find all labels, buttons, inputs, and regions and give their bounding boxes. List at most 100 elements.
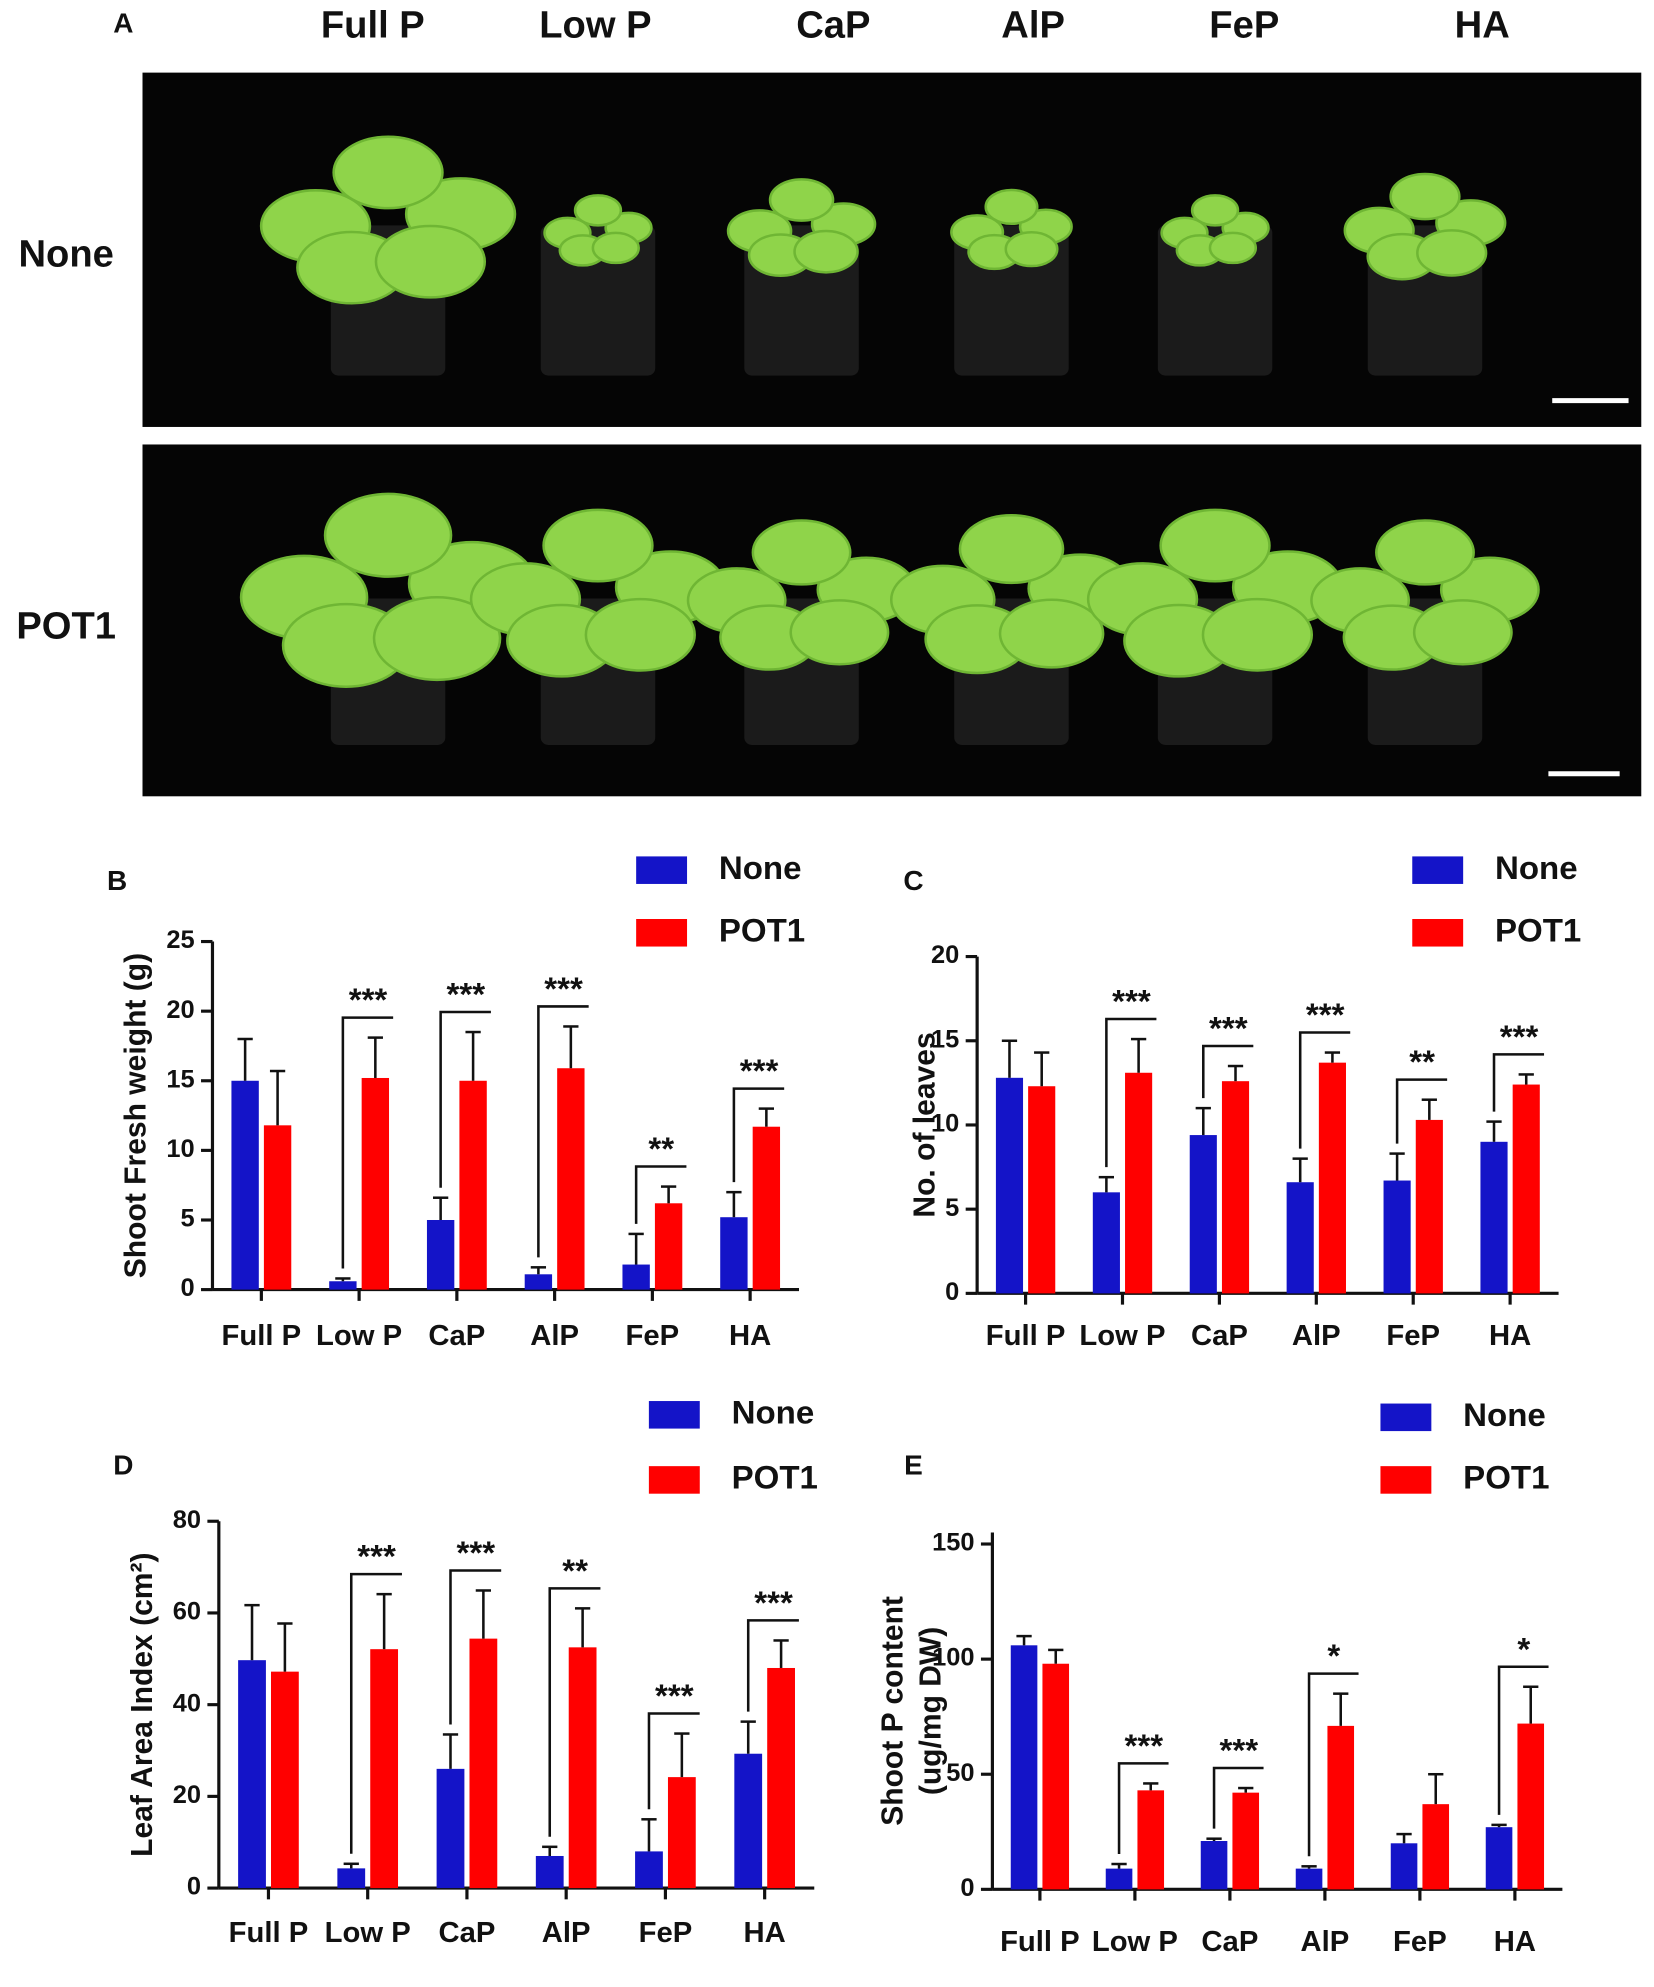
bar (271, 1671, 299, 1889)
significance-bracket (449, 1569, 502, 1725)
significance-bracket (537, 1005, 589, 1258)
y-tick-label: 20 (931, 941, 959, 969)
bar (370, 1649, 399, 1889)
row-label: None (18, 234, 113, 276)
leaf (542, 508, 654, 583)
y-tick-label: 20 (173, 1781, 201, 1809)
bar (1221, 1081, 1250, 1294)
bar (1422, 1804, 1450, 1890)
bar (436, 1768, 465, 1889)
leaf (1201, 597, 1314, 672)
significance-label: *** (446, 976, 485, 1013)
significance-bracket (647, 1712, 700, 1810)
y-tick-label: 5 (181, 1205, 195, 1233)
significance-label: *** (1125, 1727, 1164, 1764)
leaf (332, 135, 444, 210)
y-tick-label: 50 (946, 1759, 974, 1787)
x-tick-label: CaP (1201, 1926, 1258, 1958)
bar (263, 1125, 292, 1290)
error-bar (475, 1589, 492, 1639)
error-bar (376, 1592, 392, 1650)
leaf (1004, 231, 1059, 268)
error-bar (1292, 1157, 1308, 1183)
leaf (984, 188, 1039, 226)
bar (1105, 1868, 1133, 1890)
significance-bracket (1117, 1762, 1169, 1854)
significance-bracket (1395, 1078, 1448, 1144)
bar (231, 1080, 259, 1290)
y-tick-label: 40 (173, 1689, 201, 1717)
significance-label: *** (754, 1584, 793, 1621)
legend-label: None (1495, 849, 1578, 886)
legend-label: None (732, 1394, 815, 1431)
error-bar (1396, 1832, 1412, 1844)
x-tick-label: AlP (530, 1320, 579, 1352)
significance-bracket (439, 1010, 491, 1188)
x-tick-label: CaP (428, 1320, 485, 1352)
y-tick-label: 0 (187, 1873, 201, 1901)
significance-bracket (349, 1572, 402, 1854)
bar (1383, 1180, 1411, 1294)
error-bar (1333, 1692, 1349, 1726)
bar (635, 1851, 663, 1889)
x-tick-label: Full P (986, 1320, 1066, 1352)
significance-label: *** (457, 1534, 496, 1571)
significance-bracket (1497, 1665, 1549, 1815)
error-bar (1227, 1064, 1244, 1082)
bar (1517, 1723, 1545, 1890)
error-bar (343, 1862, 359, 1869)
significance-label: *** (1112, 983, 1151, 1020)
x-tick-label: HA (729, 1320, 771, 1352)
y-tick-label: 60 (173, 1598, 201, 1626)
bar (238, 1660, 266, 1889)
error-bar (1491, 1823, 1507, 1828)
significance-label: *** (349, 981, 388, 1018)
bar (1042, 1663, 1070, 1890)
x-tick-label: Low P (325, 1917, 411, 1949)
y-tick-label: 0 (181, 1274, 195, 1302)
leaf (323, 492, 453, 578)
x-tick-label: CaP (438, 1917, 495, 1949)
error-bar (1195, 1106, 1211, 1136)
bar (752, 1126, 781, 1290)
error-bar (269, 1069, 286, 1126)
error-bar (442, 1733, 459, 1769)
significance-bracket (1212, 1766, 1264, 1829)
error-bar (1001, 1039, 1018, 1078)
y-axis-label: No. of leaves (908, 1032, 941, 1217)
x-tick-label: AlP (1301, 1926, 1350, 1958)
significance-bracket (746, 1619, 799, 1712)
error-bar (1130, 1037, 1147, 1073)
bar (337, 1868, 366, 1889)
bar (1232, 1792, 1260, 1890)
bar (426, 1219, 455, 1290)
bar (524, 1274, 553, 1290)
bar (535, 1855, 564, 1889)
leaf (958, 513, 1065, 585)
legend-swatch (1380, 1403, 1432, 1432)
error-bar (758, 1107, 774, 1127)
leaf (1190, 194, 1240, 227)
x-tick-label: HA (1489, 1320, 1531, 1352)
error-bar (1098, 1175, 1115, 1193)
y-axis-label: (ug/mg DW) (914, 1627, 947, 1795)
y-tick-label: 0 (945, 1278, 959, 1306)
bar (1125, 1072, 1153, 1294)
error-bar (1143, 1782, 1159, 1791)
y-tick-label: 0 (960, 1874, 974, 1902)
panel-label: A (113, 8, 133, 39)
bar (720, 1217, 748, 1290)
panel-label: D (113, 1450, 133, 1481)
bar (1415, 1119, 1443, 1294)
x-tick-label: HA (744, 1917, 786, 1949)
leaf (1412, 599, 1513, 666)
bar (654, 1203, 683, 1290)
significance-bracket (1298, 1031, 1351, 1149)
significance-label: ** (648, 1130, 674, 1167)
significance-label: ** (1409, 1043, 1435, 1080)
error-bar (574, 1607, 591, 1648)
significance-bracket (1202, 1044, 1254, 1099)
significance-label: * (1327, 1637, 1340, 1674)
leaf (1159, 508, 1271, 583)
